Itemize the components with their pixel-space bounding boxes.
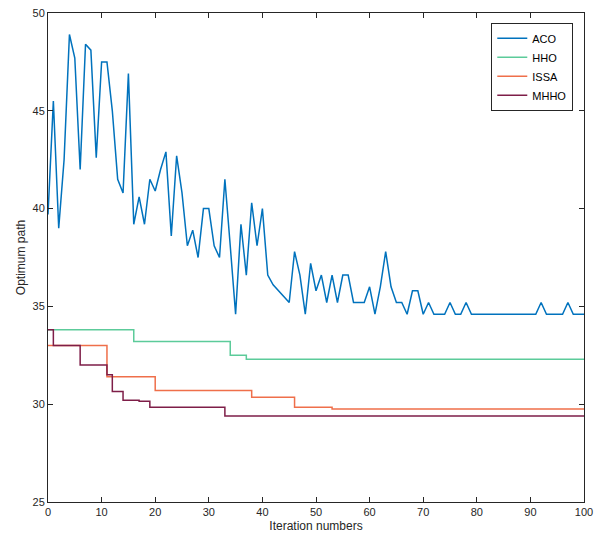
svg-text:90: 90 [524, 506, 536, 518]
svg-text:ISSA: ISSA [532, 71, 558, 83]
svg-text:35: 35 [33, 300, 45, 312]
svg-text:100: 100 [575, 506, 593, 518]
svg-text:Optimum path: Optimum path [14, 220, 28, 295]
svg-text:45: 45 [33, 105, 45, 117]
svg-text:70: 70 [417, 506, 429, 518]
svg-text:HHO: HHO [532, 52, 557, 64]
svg-text:80: 80 [471, 506, 483, 518]
svg-text:60: 60 [363, 506, 375, 518]
svg-text:MHHO: MHHO [532, 90, 566, 102]
svg-text:10: 10 [95, 506, 107, 518]
svg-text:50: 50 [33, 7, 45, 19]
svg-text:0: 0 [45, 506, 51, 518]
svg-text:40: 40 [33, 202, 45, 214]
svg-text:30: 30 [203, 506, 215, 518]
svg-text:20: 20 [149, 506, 161, 518]
svg-text:40: 40 [256, 506, 268, 518]
svg-text:30: 30 [33, 398, 45, 410]
svg-text:50: 50 [310, 506, 322, 518]
svg-text:Iteration numbers: Iteration numbers [269, 519, 362, 533]
svg-text:ACO: ACO [532, 33, 556, 45]
svg-text:25: 25 [33, 496, 45, 508]
